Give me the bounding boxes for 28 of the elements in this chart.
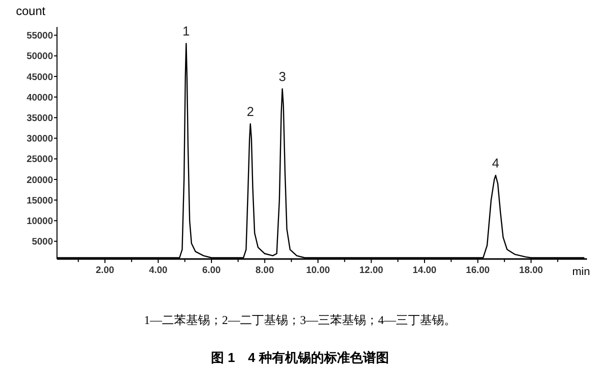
text: 图 1 4 种有机锡的标准色谱图	[211, 350, 389, 365]
y-axis-title: count	[16, 4, 46, 18]
y-tick-label: 45000	[26, 72, 53, 83]
x-tick-label: 16.00	[466, 265, 490, 276]
y-tick-label: 30000	[26, 134, 53, 145]
y-tick-label: 20000	[26, 174, 53, 186]
y-tick-label: 35000	[26, 112, 53, 124]
annotation: 4	[492, 155, 500, 170]
x-axis-title: min	[572, 266, 590, 278]
x-tick-label: 4.00	[148, 265, 168, 276]
y-tick-label: 50000	[26, 51, 53, 62]
annotation: 2	[246, 104, 254, 119]
x-tick-label: 8.00	[255, 265, 274, 276]
x-tick-label: 6.00	[202, 265, 221, 276]
x-tick-label: 10.00	[306, 265, 330, 276]
x-tick-label: 14.00	[412, 265, 436, 276]
text: 1—二苯基锡；2—二丁基锡；3—三苯基锡；4—三丁基锡。	[144, 313, 456, 327]
y-tick-label: 25000	[26, 154, 53, 166]
y-tick-label: 10000	[26, 216, 53, 227]
annotation: 1	[182, 23, 190, 38]
x-tick-label: 2.00	[96, 265, 114, 276]
x-tick-label: 12.00	[359, 265, 384, 276]
annotation: 3	[278, 68, 286, 84]
y-tick-label: 55000	[26, 30, 53, 42]
y-tick-label: 15000	[26, 195, 53, 206]
x-tick-label: 18.00	[519, 265, 543, 276]
y-tick-label: 40000	[26, 92, 53, 104]
y-tick-label: 5000	[32, 236, 53, 248]
